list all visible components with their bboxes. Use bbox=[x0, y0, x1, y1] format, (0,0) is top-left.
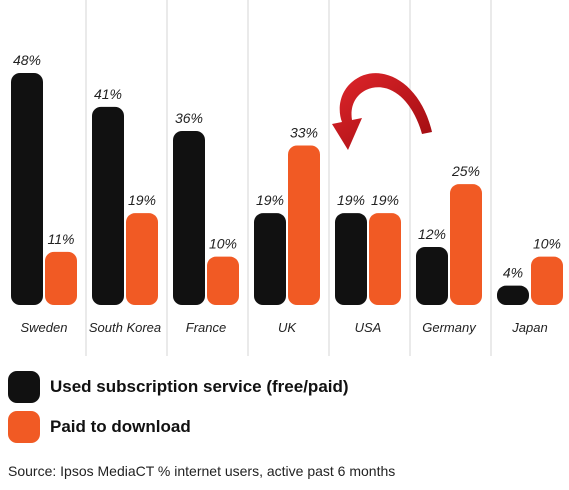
annotation-arrow bbox=[332, 73, 432, 150]
bar-uk-series1 bbox=[254, 213, 286, 305]
legend-item-subscription: Used subscription service (free/paid) bbox=[8, 370, 349, 404]
legend-label: Paid to download bbox=[50, 417, 191, 436]
value-label: 10% bbox=[209, 236, 237, 252]
bar-sweden-series1 bbox=[11, 73, 43, 305]
category-label: Germany bbox=[422, 320, 477, 335]
category-label: South Korea bbox=[89, 320, 161, 335]
value-label: 25% bbox=[451, 163, 480, 179]
bar-sweden-series2 bbox=[45, 251, 77, 305]
category-label: USA bbox=[355, 320, 382, 335]
bar-usa-series1 bbox=[335, 213, 367, 305]
legend-label: Used subscription service (free/paid) bbox=[50, 377, 349, 396]
legend-swatch-black bbox=[8, 371, 40, 403]
bar-france-series1 bbox=[173, 131, 205, 305]
category-label: France bbox=[186, 320, 226, 335]
value-label: 19% bbox=[371, 192, 399, 208]
chart: 48% 11% 41% 19% 36% 10% 19% 33% 19% 19% 12% 25% 4% 10… bbox=[11, 0, 563, 356]
legend-item-download: Paid to download bbox=[8, 410, 349, 444]
bar-group bbox=[11, 73, 563, 305]
bar-usa-series2 bbox=[369, 213, 401, 305]
value-label: 33% bbox=[290, 125, 318, 141]
value-label: 19% bbox=[337, 192, 365, 208]
bar-uk-series2 bbox=[288, 145, 320, 305]
legend: Used subscription service (free/paid) Pa… bbox=[8, 370, 349, 450]
bar-germany-series2 bbox=[450, 184, 482, 305]
legend-swatch-orange bbox=[8, 411, 40, 443]
category-dividers bbox=[85, 0, 492, 356]
value-label: 48% bbox=[13, 52, 41, 68]
bar-germany-series1 bbox=[416, 247, 448, 305]
category-labels: Sweden South Korea France UK USA Germany Japan bbox=[21, 320, 548, 335]
value-label: 36% bbox=[175, 110, 203, 126]
value-label: 19% bbox=[128, 192, 156, 208]
bar-south-korea-series2 bbox=[126, 213, 158, 305]
bar-japan-series1 bbox=[497, 285, 529, 305]
bar-japan-series2 bbox=[531, 256, 563, 305]
value-label: 19% bbox=[256, 192, 284, 208]
value-label: 4% bbox=[503, 265, 523, 281]
value-labels: 48% 11% 41% 19% 36% 10% 19% 33% 19% 19% 12% 25% 4% 10… bbox=[13, 52, 561, 281]
value-label: 10% bbox=[533, 236, 561, 252]
category-label: Sweden bbox=[21, 320, 68, 335]
bar-france-series2 bbox=[207, 256, 239, 305]
source-note: Source: Ipsos MediaCT % internet users, … bbox=[8, 463, 396, 479]
value-label: 11% bbox=[48, 231, 75, 247]
category-label: UK bbox=[278, 320, 297, 335]
bar-south-korea-series1 bbox=[92, 106, 124, 305]
value-label: 41% bbox=[94, 86, 122, 102]
category-label: Japan bbox=[511, 320, 547, 335]
value-label: 12% bbox=[418, 226, 446, 242]
